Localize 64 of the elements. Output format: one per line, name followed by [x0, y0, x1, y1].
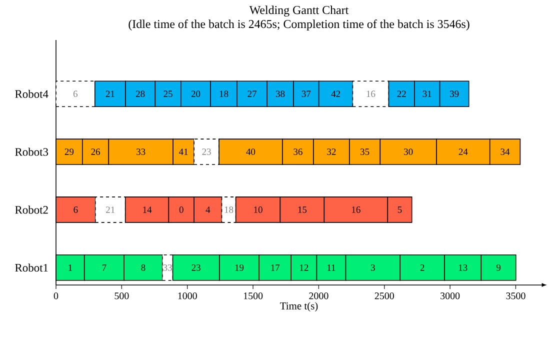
- annotation: 35: [360, 148, 370, 155]
- annotation: 14: [143, 206, 152, 213]
- annotation: 36: [294, 148, 302, 155]
- annotation: 15: [298, 206, 307, 213]
- annotation: 1: [68, 264, 72, 271]
- x-tick-label: 2500: [374, 292, 394, 300]
- annotation: 6: [74, 206, 78, 213]
- annotation: 32: [327, 148, 336, 155]
- annotation: 12: [300, 264, 308, 271]
- annotation: 42: [331, 90, 340, 97]
- x-tick-label: 3000: [440, 292, 460, 300]
- x-tick-label: 1000: [178, 292, 197, 300]
- annotation: 6: [73, 90, 78, 98]
- annotation: 10: [254, 206, 262, 213]
- annotation: 37: [302, 90, 311, 98]
- y-tick-label: Robot1: [15, 264, 48, 272]
- x-axis-title: Time t(s): [280, 302, 318, 312]
- annotation: 31: [422, 90, 432, 98]
- annotation: 11: [328, 264, 336, 271]
- y-tick-label: Robot4: [15, 90, 48, 98]
- annotation: 21: [106, 90, 114, 97]
- x-tick-label: 500: [114, 292, 129, 300]
- annotation: 16: [352, 206, 360, 213]
- annotation: 17: [271, 264, 280, 271]
- annotation: 23: [202, 148, 211, 155]
- chart-title: Welding Gantt Chart: [249, 6, 349, 17]
- x-tick-label: 1500: [244, 292, 263, 300]
- annotation: 38: [276, 90, 285, 98]
- annotation: 34: [500, 148, 510, 155]
- annotation: 23: [192, 264, 200, 271]
- y-tick-label: Robot3: [15, 148, 48, 156]
- annotation: 3: [371, 264, 375, 271]
- annotation: 39: [450, 90, 459, 98]
- annotation: 30: [404, 148, 413, 155]
- y-tick-label: Robot2: [15, 206, 48, 214]
- annotation: 33: [136, 148, 146, 155]
- annotation: 4: [206, 206, 210, 213]
- annotation: 18: [220, 90, 228, 98]
- annotation: 19: [235, 264, 244, 271]
- annotation: 16: [366, 90, 376, 98]
- annotation: 27: [248, 90, 257, 97]
- annotation: 26: [91, 148, 100, 155]
- annotation: 21: [106, 206, 115, 213]
- annotation: 9: [496, 264, 501, 271]
- annotation: 24: [458, 148, 468, 155]
- x-tick-label: 3500: [506, 292, 526, 300]
- annotation: 20: [191, 90, 200, 98]
- chart-subtitle: (Idle time of the batch is 2465s; Completion time of the batch is 3546s): [128, 20, 470, 31]
- annotation: 33: [163, 264, 172, 271]
- annotation: 41: [179, 148, 188, 155]
- annotation: 13: [458, 264, 468, 271]
- annotation: 2: [420, 264, 424, 271]
- annotation: 8: [141, 264, 146, 271]
- annotation: 0: [179, 206, 184, 213]
- annotation: 25: [164, 90, 172, 98]
- annotation: 5: [398, 206, 402, 213]
- x-tick-label: 0: [54, 292, 58, 300]
- annotation: 28: [136, 90, 145, 98]
- annotation: 7: [102, 264, 106, 271]
- annotation: 40: [246, 148, 256, 155]
- annotation: 18: [224, 206, 234, 213]
- x-tick-label: 2000: [309, 292, 328, 300]
- annotation: 22: [397, 90, 406, 97]
- annotation: 29: [64, 148, 74, 155]
